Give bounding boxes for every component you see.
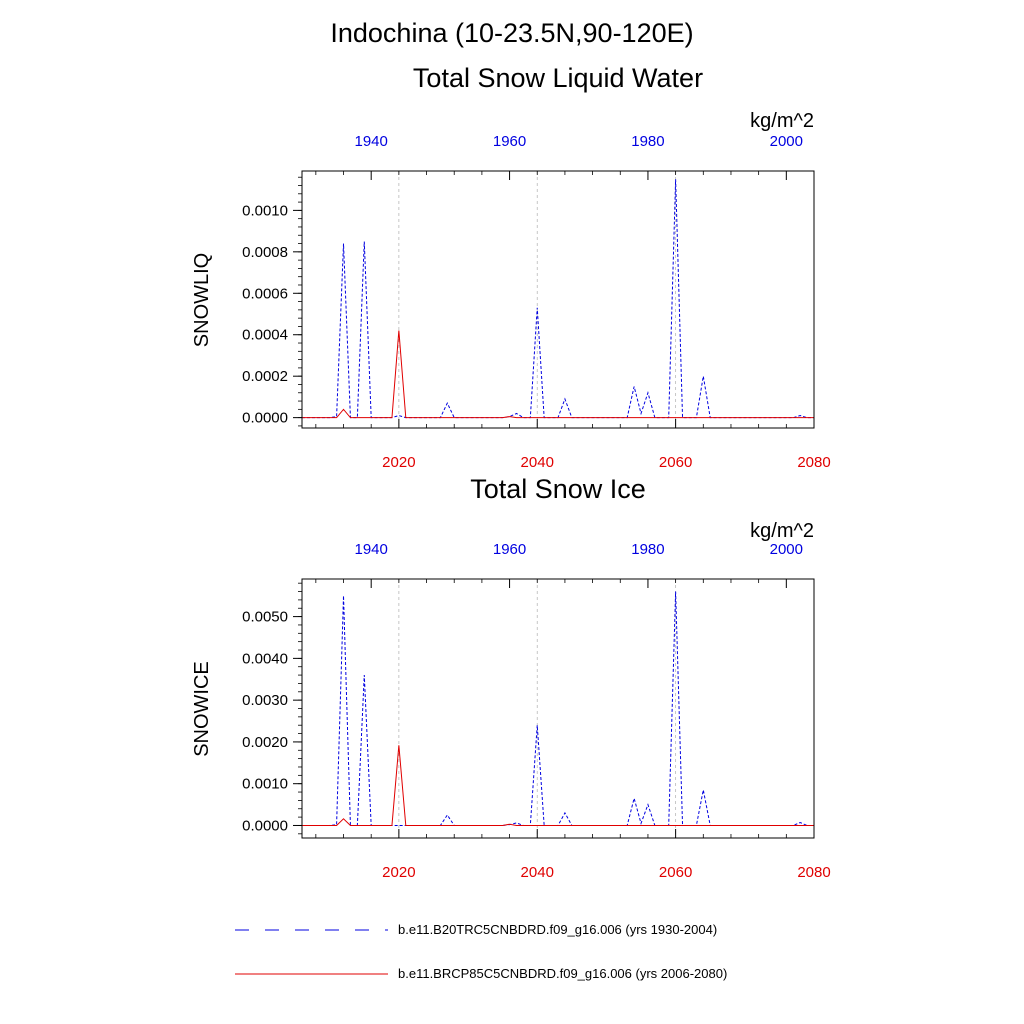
y-tick-label: 0.0030 [242, 692, 288, 709]
x-top-tick-label: 1980 [631, 133, 664, 150]
y-tick-label: 0.0002 [242, 368, 288, 385]
x-top-tick-label: 1960 [493, 541, 526, 558]
page-title: Indochina (10-23.5N,90-120E) [330, 18, 693, 48]
x-top-tick-label: 1940 [355, 541, 388, 558]
x-bottom-tick-label: 2020 [382, 454, 415, 471]
chart-title: Total Snow Liquid Water [413, 63, 703, 93]
panel-snowliq: Total Snow Liquid Water kg/m^2 SNOWLIQ 0… [191, 63, 831, 471]
y-tick-label: 0.0050 [242, 609, 288, 626]
chart-marks: 0.0000 0.0010 0.0020 0.0030 0.0040 0.0050 2020… [242, 541, 831, 881]
x-bottom-tick-label: 2080 [797, 864, 830, 881]
legend-label-historical: b.e11.B20TRC5CNBDRD.f09_g16.006 (yrs 193… [398, 922, 717, 937]
plot-frame [301, 170, 815, 429]
x-top-tick-label: 2000 [770, 541, 803, 558]
legend: b.e11.B20TRC5CNBDRD.f09_g16.006 (yrs 193… [235, 922, 727, 981]
panel-snowice: Total Snow Ice kg/m^2 SNOWICE 0.00000.00… [191, 474, 831, 881]
series-line-historical [302, 179, 814, 419]
y-tick-label: 0.0000 [242, 817, 288, 834]
x-top-tick-label: 1960 [493, 133, 526, 150]
y-axis-label: SNOWICE [191, 661, 213, 757]
chart-marks: 0.0000 0.0002 0.0004 0.0006 0.0008 0.0010 2020… [242, 133, 831, 471]
y-axis-label: SNOWLIQ [191, 253, 213, 347]
x-bottom-tick-label: 2040 [521, 864, 554, 881]
y-tick-label: 0.0020 [242, 734, 288, 751]
x-bottom-tick-label: 2060 [659, 864, 692, 881]
chart-title: Total Snow Ice [470, 474, 646, 504]
y-tick-label: 0.0006 [242, 285, 288, 302]
x-bottom-tick-label: 2060 [659, 454, 692, 471]
legend-label-future: b.e11.BRCP85C5CNBDRD.f09_g16.006 (yrs 20… [398, 966, 727, 981]
y-tick-label: 0.0010 [242, 202, 288, 219]
y-tick-label: 0.0010 [242, 776, 288, 793]
y-tick-label: 0.0008 [242, 244, 288, 261]
y-tick-label: 0.0004 [242, 327, 288, 344]
units-label: kg/m^2 [750, 110, 814, 132]
series-line-historical [302, 591, 814, 826]
x-top-tick-label: 2000 [770, 133, 803, 150]
x-bottom-tick-label: 2080 [797, 454, 830, 471]
x-top-tick-label: 1940 [355, 133, 388, 150]
plot-frame [301, 578, 815, 839]
series-line-future [302, 330, 814, 419]
series-line-future [302, 745, 814, 826]
x-top-tick-label: 1980 [631, 541, 664, 558]
y-tick-label: 0.0040 [242, 650, 288, 667]
y-tick-label: 0.0000 [242, 410, 288, 427]
x-bottom-tick-label: 2040 [521, 454, 554, 471]
units-label: kg/m^2 [750, 520, 814, 542]
x-bottom-tick-label: 2020 [382, 864, 415, 881]
